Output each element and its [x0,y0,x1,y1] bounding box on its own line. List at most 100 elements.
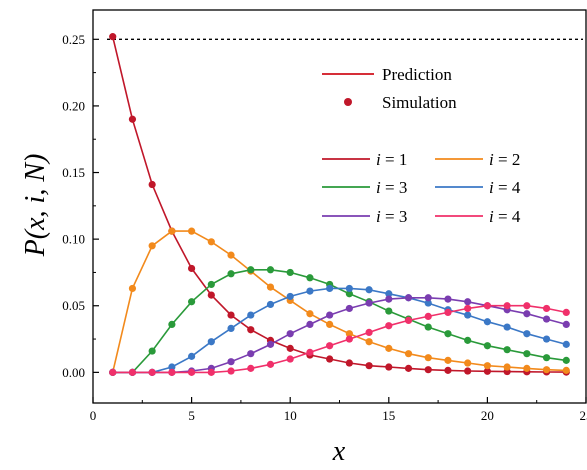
x-tick-label: 10 [284,408,297,423]
series-point-5 [326,311,334,319]
series-point-5 [523,310,531,318]
series-point-2 [503,363,511,371]
series-layer [109,33,570,376]
series-point-4 [247,311,255,319]
series-point-2 [562,366,570,374]
series-point-4 [503,323,511,331]
y-tick-label: 0.10 [62,232,85,247]
series-point-6 [523,302,531,310]
legend-series-value: 4 [512,178,521,197]
legend-series-label: i = 4 [489,207,521,226]
series-point-2 [148,242,156,250]
series-line-2 [111,230,567,373]
series-point-6 [266,360,275,368]
series-point-1 [148,180,156,189]
series-point-3 [345,290,353,298]
y-tick-label: 0.00 [62,365,85,380]
x-axis-title: x [332,436,346,467]
series-point-4 [168,363,176,371]
series-point-5 [464,298,472,306]
series-point-3 [542,354,551,362]
series-point-4 [227,324,235,332]
series-point-6 [247,364,255,372]
series-point-2 [385,344,393,352]
series-line-3 [112,268,567,374]
series-point-4 [306,287,314,295]
legend-series-var: i [376,150,381,169]
series-point-3 [188,298,196,306]
series-point-5 [424,294,432,302]
legend-style: Prediction Simulation [322,65,457,112]
x-tick-label: 20 [481,408,494,423]
series-point-6 [128,368,137,376]
series-point-2 [128,284,137,293]
series-point-5 [345,304,353,313]
series-point-2 [188,227,196,235]
series-point-1 [464,367,472,375]
series-point-6 [424,312,432,321]
series-point-6 [444,308,452,317]
series-point-4 [365,286,373,294]
series-point-3 [464,336,472,344]
series-point-3 [266,266,275,274]
series-point-1 [404,364,413,372]
series-point-4 [207,338,215,346]
legend-series-var: i [489,150,494,169]
legend-series-value: 4 [512,207,521,226]
series-point-1 [207,291,215,299]
series-point-6 [207,368,215,376]
series-point-1 [365,362,373,370]
series-point-3 [286,268,294,277]
legend-series-label: i = 3 [376,178,407,197]
series-point-3 [503,346,511,354]
legend-series-value: 2 [512,150,521,169]
series-point-1 [345,359,353,367]
series-point-6 [286,355,294,363]
series-point-1 [326,355,334,363]
series-point-2 [266,283,275,291]
series-point-1 [109,33,117,41]
series-point-4 [326,284,334,293]
series-point-1 [188,264,196,273]
legend-series-var: i [489,207,494,226]
series-point-6 [188,368,196,376]
series-point-5 [444,295,452,303]
series-point-6 [404,316,413,325]
series-point-6 [464,304,472,313]
legend-series-var: i [376,178,381,197]
series-point-2 [365,338,373,346]
legend-series-label: i = 4 [489,178,521,197]
series-point-3 [207,280,215,289]
series-point-3 [523,350,531,358]
series-point-6 [148,368,156,376]
series-point-5 [385,295,393,303]
series-point-2 [542,366,551,374]
y-tick-label: 0.25 [62,32,85,47]
series-point-1 [227,311,235,319]
series-point-5 [247,350,255,358]
series-point-6 [306,348,314,356]
series-point-6 [562,308,570,317]
series-point-3 [424,323,432,331]
series-point-5 [227,358,235,366]
series-point-5 [562,320,570,328]
series-point-4 [483,318,491,326]
series-point-3 [227,270,235,278]
series-point-3 [247,266,255,274]
series-point-1 [424,366,432,374]
series-point-4 [424,299,432,307]
series-point-6 [503,302,511,310]
x-tick-label: 15 [382,408,395,423]
legend-series-value: 1 [399,150,408,169]
x-tick-label: 5 [188,408,195,423]
series-point-1 [286,344,294,352]
series-point-2 [326,320,334,328]
y-axis-title: P(x, i, N) [20,154,51,258]
series-point-4 [523,330,531,338]
legend-simulation-label: Simulation [382,93,457,112]
series-point-3 [148,347,156,355]
series-point-6 [227,367,235,375]
series-point-2 [483,362,491,370]
series-point-3 [562,356,570,364]
